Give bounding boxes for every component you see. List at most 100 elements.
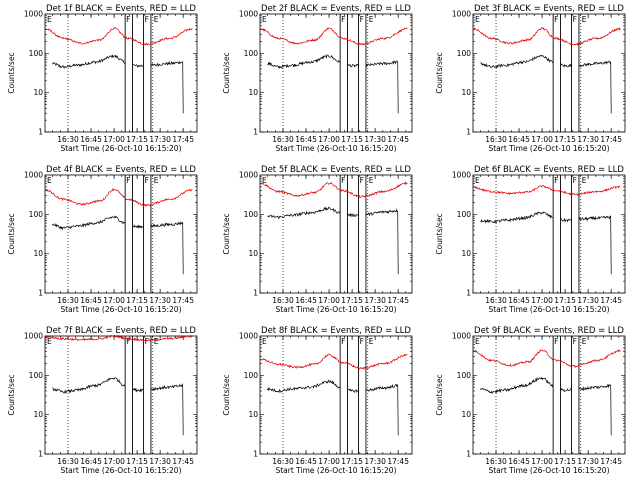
y-tick-label: 100 — [457, 49, 472, 58]
y-tick-label: 1000 — [239, 171, 258, 180]
x-tick-label: 16:45 — [80, 296, 102, 305]
chart-title: Det 1f BLACK = Events, RED = LLD — [46, 4, 196, 14]
marker-label-f: F — [554, 176, 558, 185]
x-tick-label: 16:30 — [272, 457, 294, 466]
x-tick-label: 17:45 — [600, 296, 622, 305]
lld-series-line — [44, 27, 193, 47]
x-tick-label: 17:00 — [531, 135, 553, 144]
x-tick-label: 17:30 — [364, 296, 386, 305]
x-tick-label: 17:15 — [126, 296, 148, 305]
lld-series-line — [259, 353, 408, 371]
y-tick-label: 10 — [461, 410, 471, 419]
x-tick-label: 16:30 — [485, 296, 507, 305]
marker-label-e: E — [262, 15, 267, 24]
marker-label-e: E — [582, 337, 587, 346]
y-tick-label: 100 — [29, 210, 44, 219]
x-tick-label: 17:15 — [554, 296, 576, 305]
y-tick-label: 100 — [244, 210, 259, 219]
x-tick-label: 17:15 — [341, 296, 363, 305]
y-tick-label: 10 — [461, 88, 471, 97]
plot-frame — [259, 174, 413, 294]
x-tick-label: 17:15 — [126, 135, 148, 144]
x-tick-label: 17:45 — [600, 135, 622, 144]
plot-frame — [472, 174, 626, 294]
marker-label-e: E — [262, 337, 267, 346]
marker-label-f: F — [341, 176, 345, 185]
y-axis-label: Counts/sec — [435, 52, 444, 93]
chart-title: Det 5f BLACK = Events, RED = LLD — [261, 165, 411, 175]
x-tick-label: 17:00 — [531, 296, 553, 305]
chart-title: Det 2f BLACK = Events, RED = LLD — [261, 4, 411, 14]
y-tick-label: 1000 — [24, 10, 43, 19]
x-tick-label: 16:30 — [57, 135, 79, 144]
x-tick-label: 16:30 — [57, 457, 79, 466]
marker-label-f: F — [573, 15, 577, 24]
events-series-line — [52, 54, 184, 114]
plot-frame — [44, 335, 198, 455]
chart-panel-9: Det 9f BLACK = Events, RED = LLD 1 10 100 10… — [435, 326, 626, 475]
lld-series-line — [259, 181, 408, 198]
x-tick-label: 16:45 — [508, 296, 530, 305]
y-tick-label: 100 — [457, 210, 472, 219]
x-tick-label: 16:45 — [295, 296, 317, 305]
marker-label-e: E — [47, 15, 52, 24]
x-tick-label: 17:00 — [318, 457, 340, 466]
x-axis-label: Start Time (26-Oct-10 16:15:20) — [275, 144, 396, 153]
chart-panel-2: Det 2f BLACK = Events, RED = LLD 1 10 100 10… — [222, 4, 413, 153]
events-series-line — [267, 206, 399, 275]
x-tick-label: 16:45 — [295, 457, 317, 466]
plot-frame — [44, 13, 198, 133]
lld-series-line — [472, 184, 621, 197]
x-tick-label: 17:30 — [364, 135, 386, 144]
x-tick-label: 16:45 — [508, 135, 530, 144]
marker-label-e: E — [475, 337, 480, 346]
events-series-line — [52, 215, 184, 275]
y-axis-label: Counts/sec — [435, 374, 444, 415]
x-tick-label: 16:45 — [80, 457, 102, 466]
y-tick-label: 100 — [457, 371, 472, 380]
marker-label-f: F — [360, 15, 364, 24]
y-tick-label: 1 — [253, 289, 258, 298]
marker-label-e: E — [154, 337, 159, 346]
plot-frame — [259, 13, 413, 133]
marker-label-e: E — [475, 15, 480, 24]
plot-frame — [472, 13, 626, 133]
plot-frame — [44, 174, 198, 294]
x-tick-label: 16:45 — [80, 135, 102, 144]
x-tick-label: 17:45 — [172, 457, 194, 466]
y-tick-label: 1000 — [239, 10, 258, 19]
y-tick-label: 1000 — [452, 332, 471, 341]
x-tick-label: 16:30 — [57, 296, 79, 305]
y-tick-label: 1 — [466, 450, 471, 459]
x-tick-label: 17:30 — [577, 296, 599, 305]
x-tick-label: 17:15 — [341, 457, 363, 466]
x-axis-label: Start Time (26-Oct-10 16:15:20) — [60, 466, 181, 475]
y-tick-label: 10 — [33, 249, 43, 258]
events-series-line — [52, 377, 184, 436]
marker-label-e: E — [154, 15, 159, 24]
chart-title: Det 4f BLACK = Events, RED = LLD — [46, 165, 196, 175]
y-tick-label: 1 — [466, 128, 471, 137]
events-series-line — [267, 379, 399, 436]
chart-panel-6: Det 6f BLACK = Events, RED = LLD 1 10 100 10… — [435, 165, 626, 314]
chart-title: Det 9f BLACK = Events, RED = LLD — [474, 326, 624, 336]
x-tick-label: 17:00 — [103, 296, 125, 305]
y-tick-label: 1 — [38, 289, 43, 298]
x-tick-label: 16:30 — [485, 457, 507, 466]
y-tick-label: 1000 — [24, 332, 43, 341]
x-tick-label: 17:00 — [318, 296, 340, 305]
x-tick-label: 17:30 — [364, 457, 386, 466]
x-tick-label: 16:45 — [508, 457, 530, 466]
chart-panel-4: Det 4f BLACK = Events, RED = LLD 1 10 100 10… — [7, 165, 198, 314]
x-tick-label: 17:45 — [172, 296, 194, 305]
marker-label-f: F — [554, 337, 558, 346]
x-tick-label: 17:45 — [387, 457, 409, 466]
plot-frame — [472, 335, 626, 455]
y-tick-label: 1 — [466, 289, 471, 298]
marker-label-f: F — [126, 15, 130, 24]
marker-label-e: E — [369, 15, 374, 24]
marker-label-f: F — [145, 176, 149, 185]
chart-title: Det 8f BLACK = Events, RED = LLD — [261, 326, 411, 336]
events-series-line — [480, 376, 612, 436]
